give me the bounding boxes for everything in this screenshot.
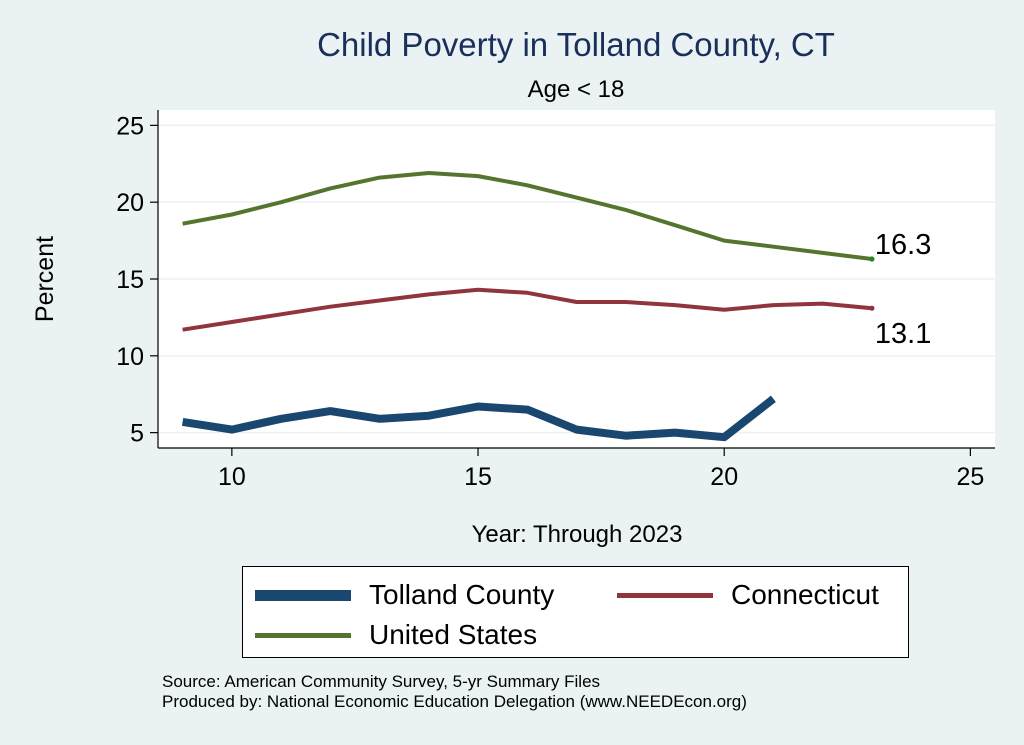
producer-line: Produced by: National Economic Education…	[162, 692, 747, 711]
legend-label: Tolland County	[369, 579, 555, 610]
legend-label: Connecticut	[731, 579, 879, 610]
series-line-united-states	[182, 171, 873, 261]
y-tick-label: 25	[116, 112, 144, 140]
series-line-connecticut	[182, 287, 873, 332]
y-axis-label: Percent	[31, 236, 59, 322]
x-axis-label: Year: Through 2023	[472, 521, 683, 548]
series-line-tolland-county	[181, 395, 776, 442]
legend-label: United States	[369, 619, 538, 650]
legend-swatch-united-states	[255, 632, 351, 638]
legend-item-united-states: United States	[255, 619, 537, 651]
source-line: Source: American Community Survey, 5-yr …	[162, 672, 601, 691]
legend: Tolland County Connecticut United States	[242, 566, 909, 658]
y-tick-label: 10	[116, 343, 144, 371]
y-tick-label: 5	[130, 420, 144, 448]
axes	[150, 110, 995, 456]
endpoint-marker	[869, 256, 875, 262]
y-tick-label: 15	[116, 266, 144, 294]
y-tick-label: 20	[116, 189, 144, 217]
x-tick-label: 25	[956, 463, 984, 491]
endpoint-label: 16.3	[875, 229, 931, 261]
endpoint-marker	[869, 305, 875, 311]
legend-swatch-tolland-county	[255, 589, 351, 601]
gridlines	[158, 124, 995, 434]
annotations: 16.3 13.1	[869, 229, 931, 350]
series-lines	[181, 171, 873, 442]
x-tick-label: 15	[464, 463, 492, 491]
chart-title: Child Poverty in Tolland County, CT	[317, 26, 835, 63]
legend-item-tolland-county: Tolland County	[255, 579, 554, 611]
source-note: Source: American Community Survey, 5-yr …	[162, 672, 747, 712]
legend-swatch-connecticut	[617, 592, 713, 598]
tick-labels: 5 10 15 20 25 10 15 20 25	[116, 112, 984, 491]
endpoint-label: 13.1	[875, 318, 931, 350]
x-tick-label: 20	[710, 463, 738, 491]
x-tick-label: 10	[218, 463, 246, 491]
line-chart: 5 10 15 20 25 10 15 20 25 16.3 13.1 Year: Through…	[31, 110, 995, 548]
chart-subtitle: Age < 18	[527, 76, 625, 103]
legend-item-connecticut: Connecticut	[617, 579, 879, 611]
